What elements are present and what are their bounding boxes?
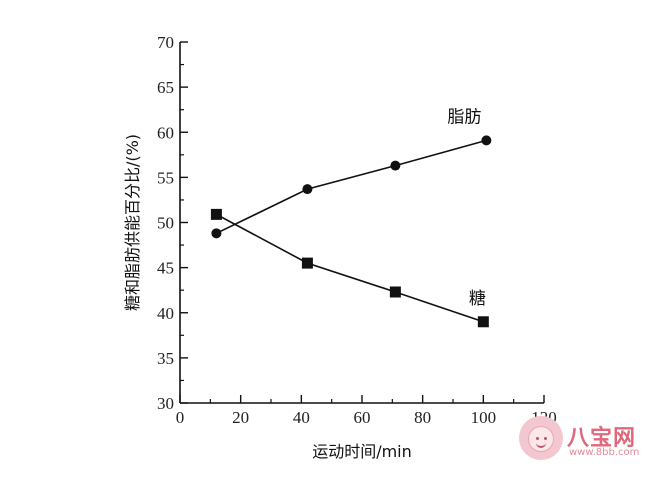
y-tick-label: 30 (157, 394, 174, 413)
x-tick-label: 100 (471, 408, 497, 427)
tick-labels: 303540455055606570020406080100120 (157, 33, 557, 427)
x-tick-label: 60 (354, 408, 371, 427)
circle-marker (481, 135, 492, 146)
square-marker (210, 208, 222, 220)
axes (179, 42, 544, 404)
y-axis-title: 糖和脂肪供能百分比/(%) (123, 134, 142, 311)
y-tick-label: 40 (157, 304, 174, 323)
circle-marker (390, 160, 401, 171)
y-tick-label: 65 (157, 78, 174, 97)
y-tick-label: 45 (157, 259, 174, 278)
x-tick-label: 0 (176, 408, 185, 427)
square-marker (477, 316, 489, 328)
series-label: 脂肪 (447, 107, 481, 127)
y-tick-label: 50 (157, 214, 174, 233)
watermark: 八宝网 www.8bb.com (519, 416, 651, 464)
circle-marker (302, 184, 313, 195)
circle-marker (211, 228, 222, 239)
y-tick-label: 70 (157, 33, 174, 52)
x-tick-label: 80 (414, 408, 431, 427)
watermark-url: www.8bb.com (569, 447, 640, 458)
x-axis-title: 运动时间/min (312, 442, 412, 461)
square-marker (389, 286, 401, 298)
series-markers (210, 135, 492, 328)
x-tick-label: 40 (293, 408, 310, 427)
series-lines (216, 139, 487, 323)
x-tick-label: 20 (232, 408, 249, 427)
series-labels: 脂肪糖 (447, 107, 485, 308)
y-tick-label: 55 (157, 168, 174, 187)
watermark-logo-icon (519, 416, 563, 460)
square-marker (301, 257, 313, 269)
series-label: 糖 (469, 289, 486, 309)
series-line-circle (216, 139, 487, 235)
tick-marks (179, 41, 545, 404)
y-tick-label: 35 (157, 349, 174, 368)
watermark-brand: 八宝网 (567, 426, 637, 451)
y-tick-label: 60 (157, 123, 174, 142)
series-line-square (216, 213, 484, 323)
